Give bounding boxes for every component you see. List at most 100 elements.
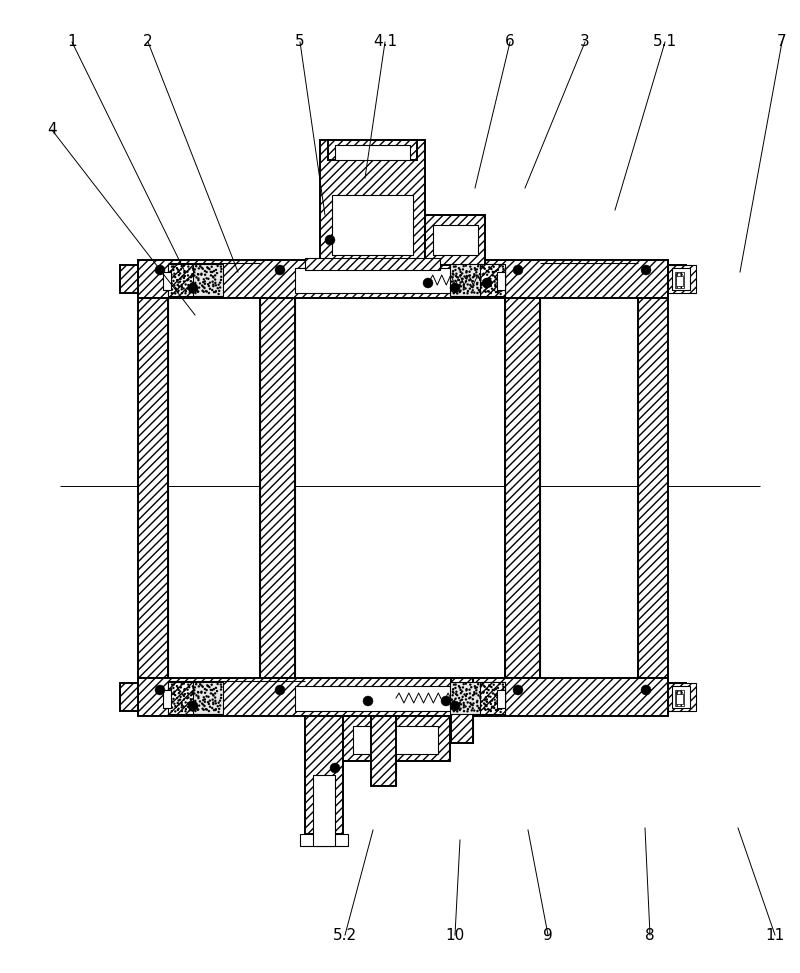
Bar [497, 690, 505, 708]
Circle shape [462, 686, 464, 689]
Circle shape [453, 266, 455, 268]
Circle shape [455, 272, 458, 275]
Circle shape [202, 699, 205, 702]
Circle shape [204, 270, 206, 272]
Circle shape [195, 276, 198, 278]
Circle shape [198, 701, 201, 703]
Circle shape [174, 287, 177, 289]
Bar [676, 694, 683, 704]
Circle shape [476, 269, 478, 270]
Circle shape [479, 273, 482, 275]
Circle shape [182, 265, 185, 267]
Circle shape [482, 692, 485, 694]
Circle shape [220, 278, 222, 281]
Circle shape [491, 689, 494, 691]
Bar [300, 834, 348, 846]
Circle shape [192, 685, 194, 688]
Circle shape [207, 267, 210, 270]
Circle shape [496, 274, 498, 276]
Circle shape [216, 271, 218, 274]
Circle shape [190, 707, 192, 709]
Circle shape [479, 279, 482, 281]
Circle shape [466, 271, 468, 273]
Circle shape [214, 700, 217, 703]
Circle shape [202, 289, 204, 292]
Circle shape [461, 272, 463, 274]
Bar [260, 298, 295, 678]
Circle shape [190, 280, 192, 282]
Circle shape [456, 292, 458, 295]
Circle shape [488, 290, 490, 293]
Circle shape [183, 688, 186, 690]
Circle shape [199, 683, 202, 685]
Circle shape [212, 285, 214, 287]
Circle shape [478, 273, 481, 275]
Circle shape [208, 285, 210, 287]
Circle shape [456, 704, 458, 707]
Circle shape [178, 692, 180, 695]
Circle shape [485, 696, 487, 699]
Circle shape [488, 266, 490, 269]
Circle shape [181, 288, 183, 291]
Bar [163, 690, 171, 708]
Circle shape [174, 288, 177, 290]
Circle shape [450, 699, 453, 701]
Bar [497, 272, 505, 290]
Circle shape [473, 709, 475, 712]
Circle shape [211, 280, 214, 283]
Circle shape [187, 683, 190, 686]
Circle shape [502, 268, 505, 270]
Circle shape [469, 266, 471, 268]
Circle shape [194, 281, 197, 284]
Circle shape [483, 289, 486, 292]
Circle shape [210, 266, 213, 268]
Circle shape [210, 689, 212, 691]
Circle shape [493, 270, 495, 273]
Bar [138, 678, 668, 716]
Circle shape [472, 703, 474, 704]
Circle shape [478, 708, 481, 711]
Circle shape [462, 702, 465, 704]
Circle shape [468, 689, 470, 691]
Circle shape [172, 687, 174, 689]
Circle shape [450, 280, 453, 283]
Circle shape [469, 287, 471, 290]
Circle shape [194, 269, 196, 270]
Circle shape [450, 701, 460, 711]
Bar [168, 264, 193, 296]
Circle shape [458, 279, 460, 281]
Circle shape [186, 287, 189, 290]
Circle shape [197, 708, 199, 711]
Circle shape [198, 685, 200, 688]
Circle shape [463, 710, 466, 712]
Circle shape [207, 283, 210, 285]
Circle shape [180, 686, 182, 689]
Bar [668, 265, 696, 293]
Circle shape [481, 265, 483, 268]
Circle shape [170, 273, 173, 276]
Circle shape [482, 684, 485, 687]
Circle shape [194, 702, 196, 703]
Circle shape [462, 284, 465, 286]
Circle shape [174, 704, 177, 707]
Circle shape [475, 689, 478, 692]
Circle shape [477, 683, 479, 685]
Circle shape [470, 686, 473, 689]
Circle shape [197, 696, 199, 698]
Text: 3: 3 [580, 34, 590, 50]
Circle shape [209, 705, 211, 708]
Circle shape [191, 291, 194, 294]
Circle shape [496, 278, 498, 281]
Circle shape [488, 708, 490, 711]
Circle shape [494, 283, 497, 286]
Circle shape [490, 710, 492, 712]
Circle shape [174, 694, 177, 697]
Circle shape [482, 691, 485, 693]
Circle shape [466, 688, 468, 690]
Bar [676, 276, 683, 286]
Circle shape [217, 287, 219, 289]
Circle shape [469, 705, 471, 708]
Circle shape [155, 265, 165, 275]
Circle shape [466, 702, 469, 703]
Circle shape [473, 275, 475, 277]
